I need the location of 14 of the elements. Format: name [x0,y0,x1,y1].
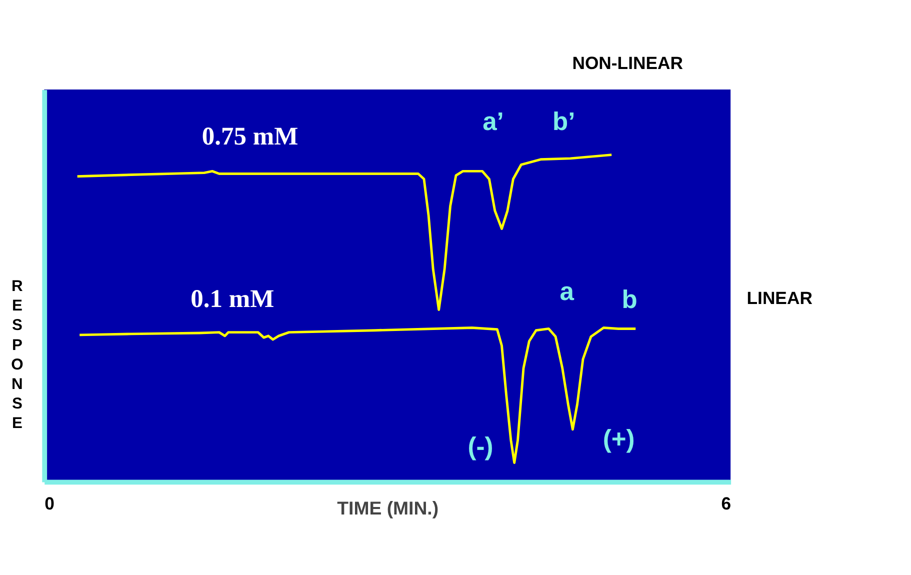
series-label: 0.1 mM [190,284,274,314]
text: a’ [482,108,504,136]
annotation: (+) [602,426,635,454]
x-axis-title: TIME (MIN.) [337,498,439,519]
text: LINEAR [746,288,813,308]
y-axis-title: RESPONSE [11,278,24,432]
series-label: 0.75 mM [202,122,298,151]
text: NON-LINEAR [572,52,684,73]
x-tick-label: 6 [721,494,732,514]
annotation: (-) [468,432,494,461]
text: b’ [552,108,576,136]
annotation: b [622,286,638,314]
x-tick-label: 0 [44,494,55,514]
annotation: a [560,278,575,306]
